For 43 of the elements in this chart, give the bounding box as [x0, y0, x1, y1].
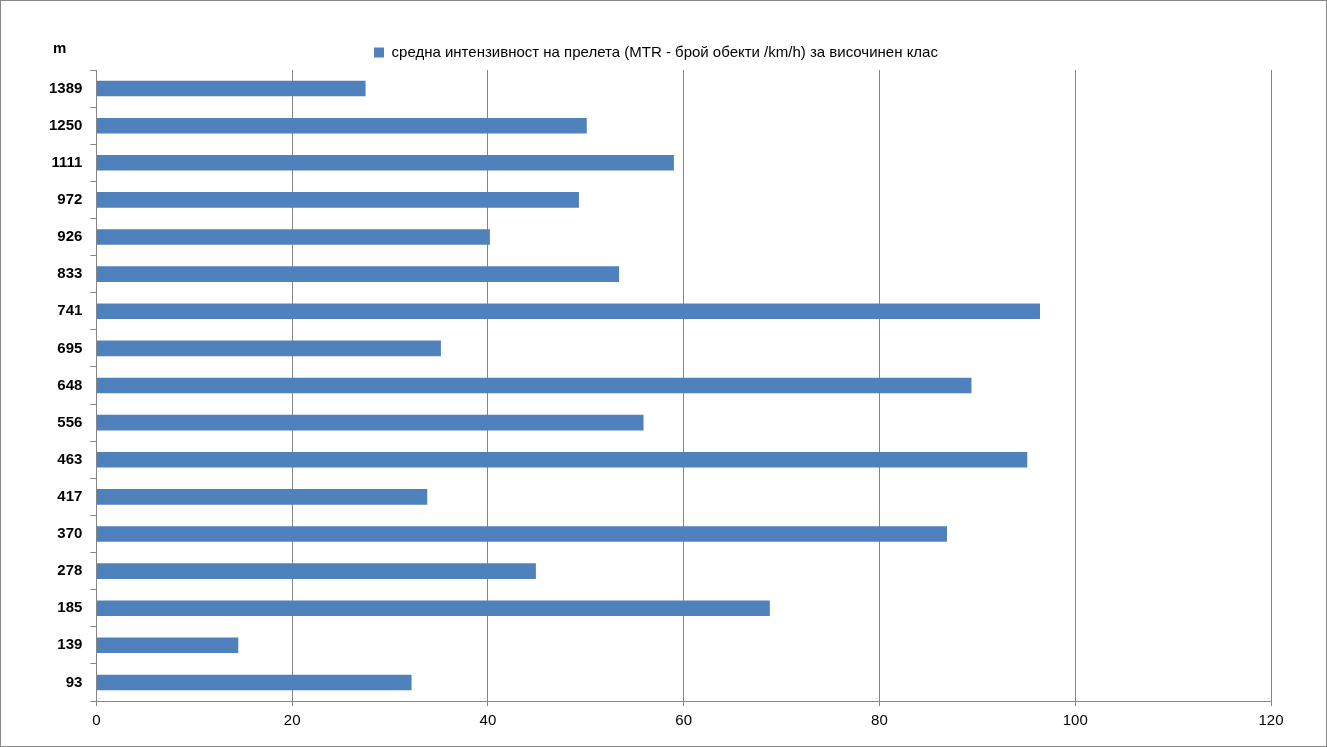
bar [96, 674, 412, 691]
bar [96, 117, 587, 134]
y-tick-label: 417 [57, 486, 83, 504]
y-tick-label: 648 [57, 375, 83, 393]
y-tick-label: 972 [57, 190, 83, 208]
y-tick-label: 278 [57, 561, 83, 579]
bar [96, 303, 1040, 320]
bar [96, 451, 1028, 468]
y-tick-label: 185 [57, 598, 83, 616]
y-tick-label: 1111 [51, 152, 83, 170]
bar [96, 526, 947, 542]
x-tick-label: 20 [283, 711, 301, 729]
y-tick-label: 926 [57, 227, 83, 245]
bar [96, 229, 490, 245]
bar [96, 155, 674, 171]
y-tick-label: 1389 [48, 78, 83, 96]
bar [96, 192, 579, 208]
y-tick-label: 370 [57, 524, 83, 542]
bar [96, 80, 366, 97]
y-tick-label: 463 [57, 449, 83, 467]
y-tick-label: 93 [65, 672, 83, 690]
bar [96, 489, 428, 505]
bar [96, 266, 620, 282]
y-axis-title: m [53, 38, 67, 56]
y-tick-label: 1250 [48, 115, 83, 133]
bar [96, 377, 972, 394]
y-tick-label: 695 [57, 338, 83, 356]
x-tick-label: 0 [92, 711, 101, 729]
bar [96, 563, 536, 579]
x-tick-label: 40 [479, 711, 497, 729]
x-tick-label: 100 [1062, 711, 1088, 729]
bar [96, 414, 644, 431]
y-tick-label: 139 [57, 635, 83, 653]
legend-label: средна интензивност на прелета (MTR - брой обекти /km/h) за височинен клас [391, 42, 939, 60]
y-tick-label: 833 [57, 264, 83, 282]
x-tick-label: 80 [871, 711, 888, 729]
y-tick-label: 556 [57, 412, 83, 430]
x-tick-label: 120 [1258, 711, 1284, 729]
bar [96, 600, 770, 616]
bar [96, 340, 441, 357]
bar [96, 637, 239, 654]
y-tick-label: 741 [57, 301, 83, 319]
x-tick-label: 60 [675, 711, 693, 729]
